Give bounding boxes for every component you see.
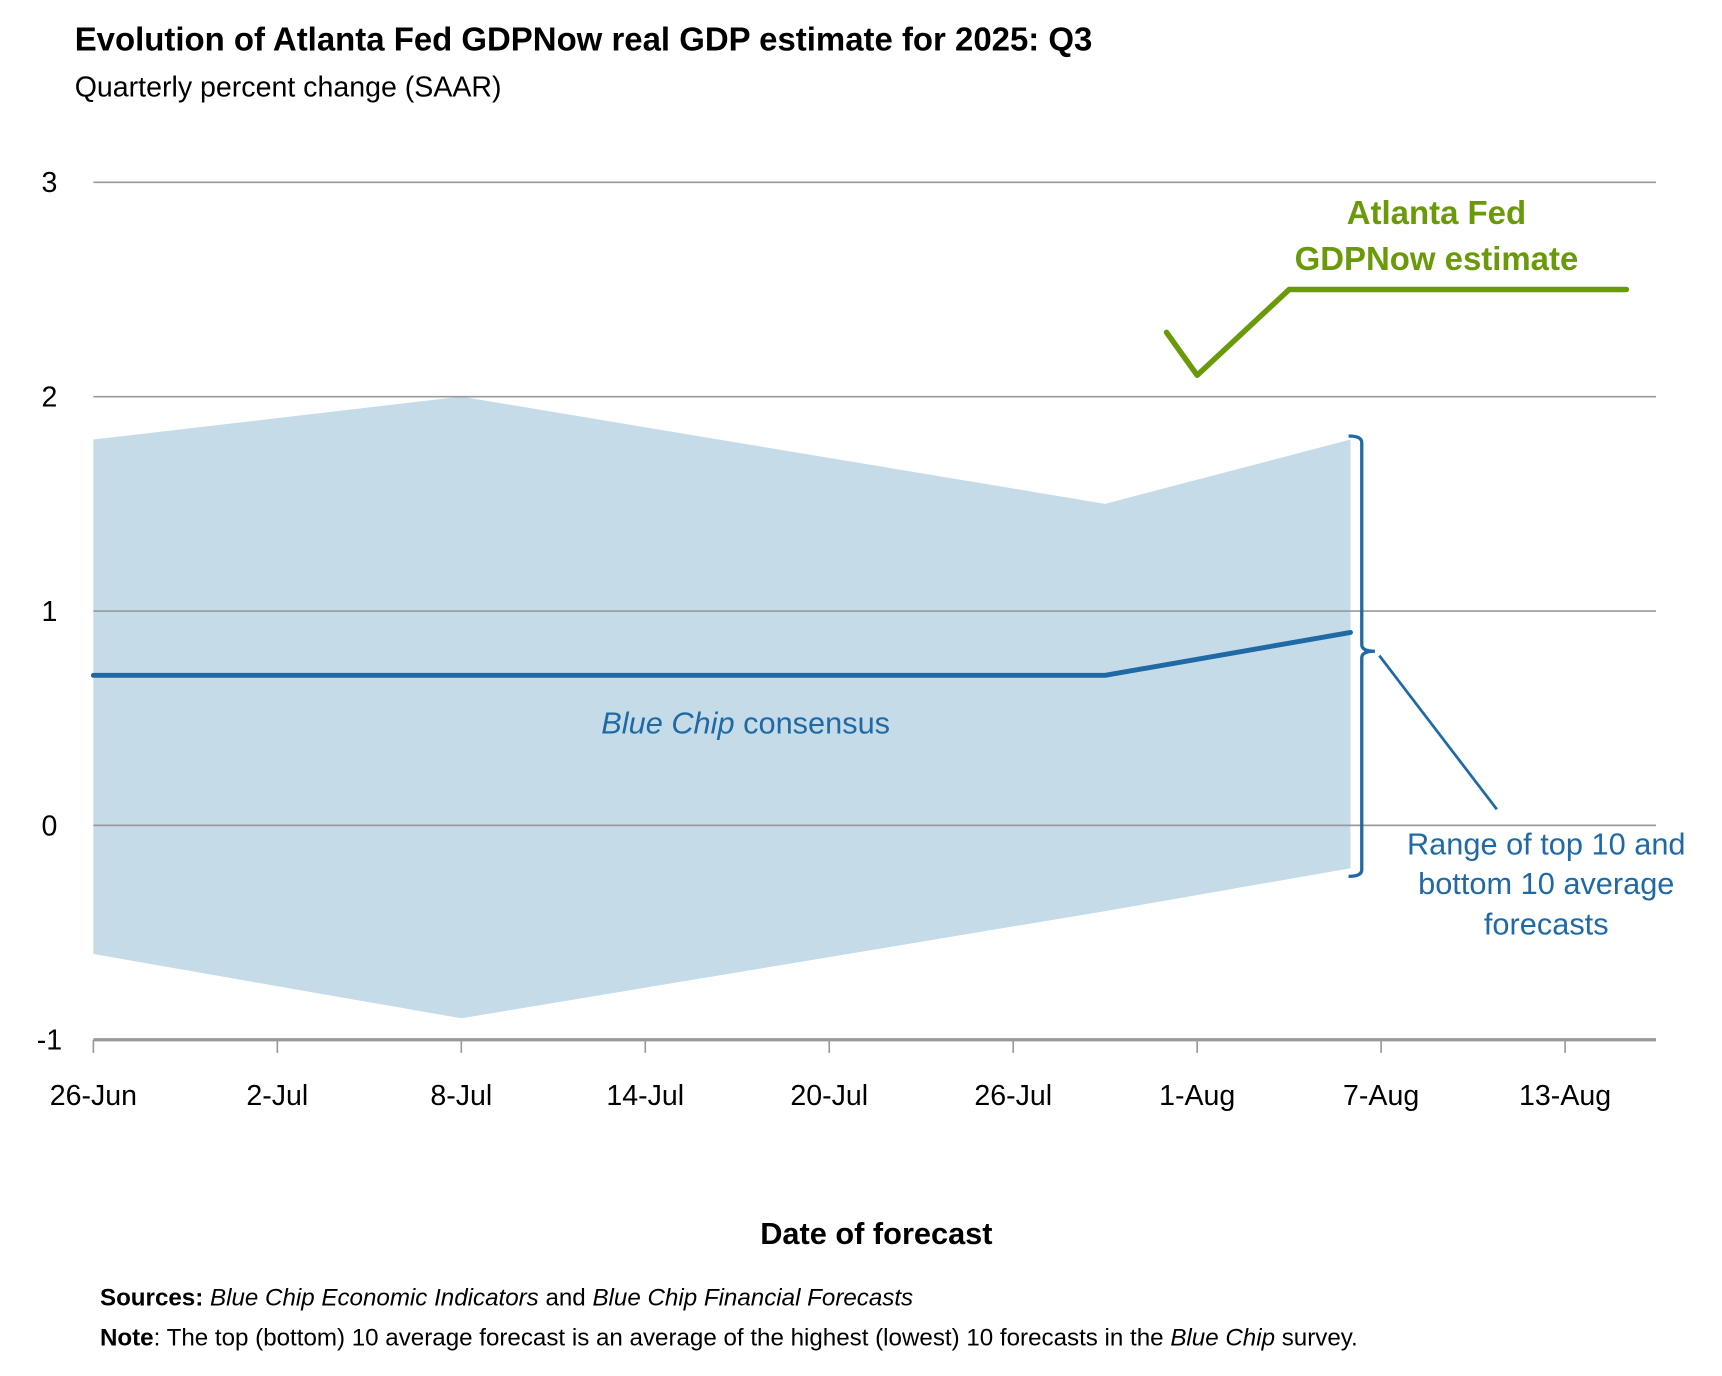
consensus-label: Blue Chip consensus — [601, 706, 890, 741]
x-tick-label: 8-Jul — [430, 1080, 492, 1112]
y-tick-label: -1 — [37, 1025, 62, 1057]
range-leader-line — [1378, 654, 1498, 811]
range-bracket — [1348, 434, 1375, 878]
range-label-line3: forecasts — [1484, 907, 1609, 942]
gdpnow-label-line2: GDPNow estimate — [1295, 240, 1579, 277]
note-end: survey. — [1275, 1324, 1358, 1351]
x-tick-label: 13-Aug — [1519, 1080, 1611, 1112]
chart-subtitle: Quarterly percent change (SAAR) — [75, 72, 502, 104]
y-tick-label: 2 — [42, 382, 58, 414]
footnote: Note: The top (bottom) 10 average foreca… — [100, 1324, 1358, 1351]
y-tick-label: 1 — [42, 596, 58, 628]
x-tick-label: 2-Jul — [246, 1080, 308, 1112]
chart-title: Evolution of Atlanta Fed GDPNow real GDP… — [75, 21, 1093, 58]
sources-label: Sources: — [100, 1285, 203, 1312]
x-tick-label: 7-Aug — [1343, 1080, 1419, 1112]
x-tick-label: 20-Jul — [790, 1080, 868, 1112]
sources-and: and — [539, 1285, 593, 1312]
x-tick-label: 1-Aug — [1159, 1080, 1235, 1112]
sources-italic-1: Blue Chip Economic Indicators — [210, 1285, 539, 1312]
gdpnow-label-line1: Atlanta Fed — [1347, 194, 1526, 231]
sources-italic-2: Blue Chip Financial Forecasts — [592, 1285, 913, 1312]
note-italic: Blue Chip — [1170, 1324, 1275, 1351]
consensus-label-italic: Blue Chip — [601, 706, 734, 741]
forecast-range-band — [93, 396, 1351, 1019]
note-label: Note — [100, 1324, 154, 1351]
range-label-line2: bottom 10 average — [1418, 866, 1674, 901]
consensus-label-rest: consensus — [735, 706, 890, 741]
y-tick-label: 0 — [42, 810, 58, 842]
gdpnow-estimate-line — [1163, 286, 1630, 378]
x-tick-label: 14-Jul — [606, 1080, 684, 1112]
blue-chip-consensus-line — [90, 629, 1353, 678]
x-tick-label: 26-Jul — [974, 1080, 1052, 1112]
sources-note: Sources: Blue Chip Economic Indicators a… — [100, 1285, 913, 1312]
y-tick-label: 3 — [42, 167, 58, 199]
note-text: : The top (bottom) 10 average forecast i… — [154, 1324, 1171, 1351]
range-label-line1: Range of top 10 and — [1407, 826, 1686, 861]
x-tick-label: 26-Jun — [50, 1080, 137, 1112]
x-axis-label: Date of forecast — [760, 1216, 992, 1251]
